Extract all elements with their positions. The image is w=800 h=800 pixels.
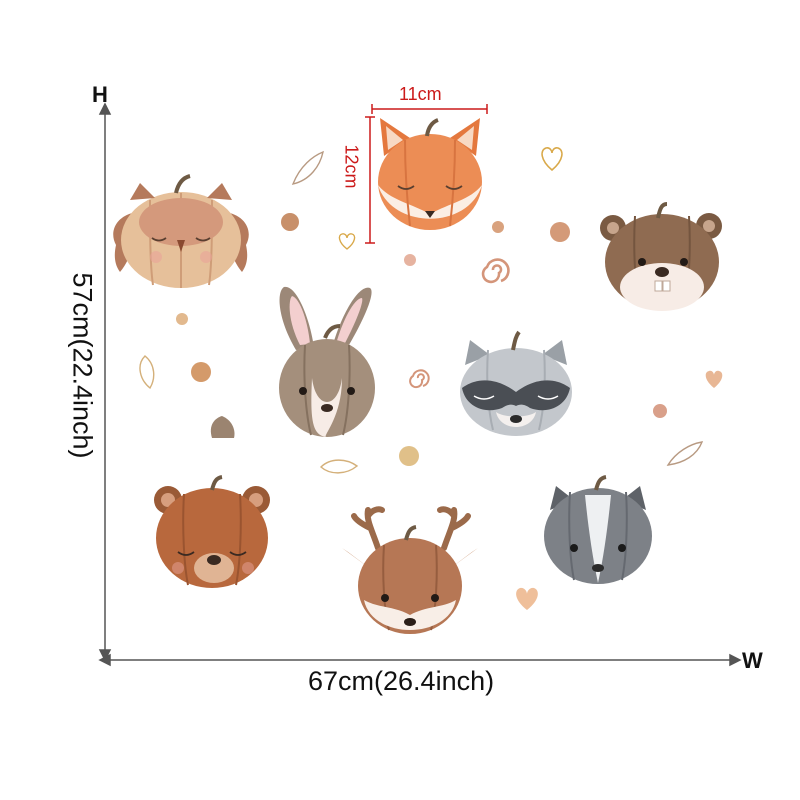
dot — [492, 221, 504, 233]
dimension-lines — [98, 102, 742, 667]
deer-pumpkin-sticker — [342, 506, 478, 634]
leaf-icon — [291, 150, 324, 185]
beaver-pumpkin-sticker — [600, 202, 722, 311]
dot — [281, 213, 299, 231]
height-marker: H — [92, 82, 108, 107]
dot — [550, 222, 570, 242]
height-arrow-top — [98, 102, 112, 115]
dot — [191, 362, 211, 382]
swirl-icon — [409, 369, 430, 389]
decorations — [139, 147, 723, 610]
leaf-icon — [319, 459, 359, 474]
swirl-icon — [481, 258, 510, 284]
raccoon-pumpkin-sticker — [460, 330, 572, 436]
heart-icon — [338, 233, 356, 250]
owl-pumpkin-sticker — [113, 174, 249, 288]
width-arrow-left — [98, 653, 111, 667]
fox-pumpkin-sticker — [378, 118, 482, 230]
sample-height-label: 12cm — [341, 144, 362, 189]
heart-icon — [516, 587, 538, 610]
bear-pumpkin-sticker — [154, 475, 270, 588]
width-arrow-right — [729, 653, 742, 667]
leaf-icon — [666, 441, 704, 466]
sample-width-label: 11cm — [399, 84, 442, 104]
sample-measure — [365, 104, 488, 244]
height-arrow-bottom — [98, 649, 112, 662]
dot — [399, 446, 419, 466]
width-marker: W — [742, 648, 763, 673]
dot — [653, 404, 667, 418]
overall-height-label: 57cm(22.4inch) — [67, 272, 98, 459]
dot — [404, 254, 416, 266]
leaf-icon — [210, 416, 235, 438]
leaf-icon — [139, 355, 155, 390]
heart-icon — [705, 370, 723, 388]
overall-width-label: 67cm(26.4inch) — [308, 666, 495, 696]
dot — [176, 313, 188, 325]
rabbit-pumpkin-sticker — [279, 286, 375, 438]
skunk-pumpkin-sticker — [544, 475, 652, 584]
heart-icon — [541, 147, 563, 172]
